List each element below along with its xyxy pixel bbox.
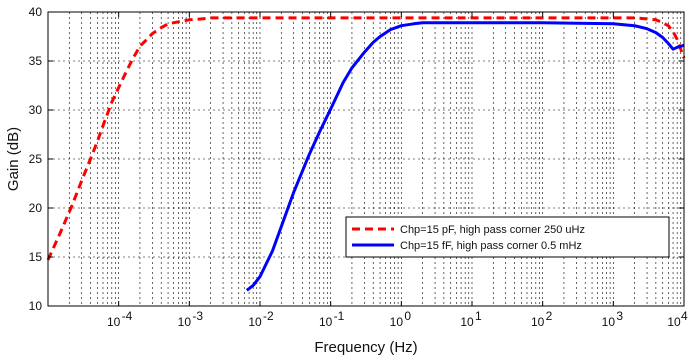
y-tick-label: 25	[29, 152, 43, 166]
y-tick-label: 15	[29, 250, 43, 264]
x-tick-base: 10	[390, 315, 404, 329]
y-tick-labels: 10 15 20 25 30 35 40	[29, 5, 43, 313]
y-tick-label: 30	[29, 103, 43, 117]
x-tick-label: 10 -3	[178, 309, 204, 329]
x-tick-label: 10 4	[667, 309, 688, 329]
legend-box	[345, 216, 670, 258]
y-axis-title: Gain (dB)	[5, 127, 22, 191]
x-tick-label: 10 0	[390, 309, 412, 329]
x-tick-base: 10	[248, 315, 262, 329]
y-tick-label: 10	[29, 299, 43, 313]
x-tick-base: 10	[531, 315, 545, 329]
y-tick-label: 40	[29, 5, 43, 19]
y-tick-label: 35	[29, 54, 43, 68]
x-tick-base: 10	[319, 315, 333, 329]
x-tick-exponent: 4	[681, 309, 688, 323]
series-line-ff	[245, 21, 685, 292]
x-tick-exponent: 2	[546, 309, 553, 323]
x-tick-labels: 10 -4 10 -3 10 -2 10 -1 10 0 10 1 10 2 10 3 10 4	[107, 309, 688, 329]
x-axis-title: Frequency (Hz)	[314, 339, 417, 356]
y-tick-label: 20	[29, 201, 43, 215]
x-tick-base: 10	[107, 315, 121, 329]
x-tick-base: 10	[460, 315, 474, 329]
x-tick-exponent: -1	[334, 309, 345, 323]
x-tick-label: 10 -2	[248, 309, 274, 329]
tick-marks	[48, 11, 685, 307]
x-tick-label: 10 3	[602, 309, 624, 329]
x-tick-base: 10	[602, 315, 616, 329]
x-tick-label: 10 1	[460, 309, 482, 329]
x-tick-base: 10	[178, 315, 192, 329]
legend: Chp=15 pF, high pass corner 250 uHz Chp=…	[345, 216, 670, 258]
legend-label-pf-series: Chp=15 pF, high pass corner 250 uHz	[400, 224, 585, 236]
legend-label-ff-series: Chp=15 fF, high pass corner 0.5 mHz	[400, 240, 582, 252]
x-tick-exponent: -3	[192, 309, 203, 323]
x-tick-exponent: 0	[404, 309, 411, 323]
series-layer	[46, 16, 686, 292]
x-tick-exponent: 1	[475, 309, 482, 323]
x-tick-exponent: -2	[263, 309, 274, 323]
x-tick-label: 10 -4	[107, 309, 133, 329]
x-tick-label: 10 2	[531, 309, 553, 329]
x-tick-exponent: 3	[616, 309, 623, 323]
x-tick-label: 10 -1	[319, 309, 345, 329]
x-tick-exponent: -4	[122, 309, 133, 323]
x-tick-base: 10	[667, 315, 681, 329]
